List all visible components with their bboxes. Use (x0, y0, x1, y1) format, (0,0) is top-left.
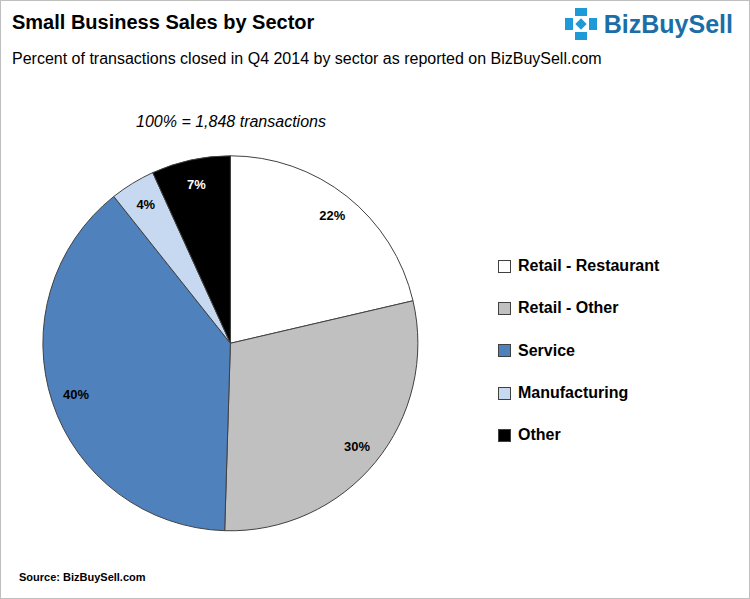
html-text:BizBuySell: BizBuySell (603, 9, 733, 38)
svg-text:30%: 30% (344, 439, 370, 454)
html-text:Retail - Other: Retail - Other (518, 299, 619, 317)
html-text:Percent of transactions closed: Percent of transactions closed in Q4 201… (12, 50, 602, 67)
html-text:Other: Other (518, 426, 561, 444)
html-text:Service: Service (518, 341, 575, 359)
html-text:Small Business Sales by Sector: Small Business Sales by Sector (12, 11, 315, 33)
html-text:Retail - Restaurant: Retail - Restaurant (518, 257, 660, 275)
svg-text:22%: 22% (319, 208, 345, 223)
html-text:100% = 1,848 transactions: 100% = 1,848 transactions (136, 113, 326, 130)
html-text:Manufacturing: Manufacturing (518, 384, 629, 401)
svg-text:40%: 40% (63, 387, 89, 402)
svg-text:7%: 7% (187, 177, 206, 192)
html-text:Source: BizBuySell.com: Source: BizBuySell.com (19, 571, 146, 583)
svg-text:4%: 4% (136, 197, 155, 212)
